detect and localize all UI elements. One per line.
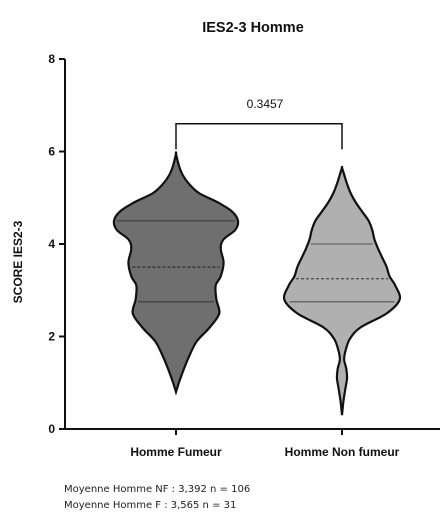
p-value-label: 0.3457 — [247, 97, 284, 111]
y-tick-label: 4 — [48, 237, 55, 251]
violins — [112, 151, 402, 416]
violin-body — [282, 165, 402, 416]
x-tick-label: Homme Non fumeur — [285, 445, 400, 459]
x-tick-label: Homme Fumeur — [130, 445, 222, 459]
y-tick-label: 0 — [48, 422, 55, 436]
y-tick-label: 2 — [48, 330, 55, 344]
y-tick-label: 6 — [48, 145, 55, 159]
axes: 0 2 4 6 8 — [48, 52, 440, 436]
significance-annotation: 0.3457 — [175, 97, 343, 150]
footnotes: Moyenne Homme NF : 3,392 n = 106 Moyenne… — [64, 482, 250, 514]
y-axis-label: SCORE IES2-3 — [11, 220, 25, 303]
footnote-mean-non-smoker: Moyenne Homme NF : 3,392 n = 106 — [64, 484, 251, 495]
chart-title: IES2-3 Homme — [202, 20, 304, 36]
violin-homme-fumeur — [112, 151, 240, 396]
violin-body — [112, 151, 240, 396]
footnote-mean-smoker: Moyenne Homme F : 3,565 n = 31 — [64, 500, 237, 511]
violin-chart: IES2-3 Homme SCORE IES2-3 0 2 4 6 8 0.3457 H… — [11, 20, 440, 459]
y-tick-label: 8 — [48, 52, 55, 66]
x-tick-labels: Homme Fumeur Homme Non fumeur — [130, 445, 399, 459]
comparison-bracket — [175, 123, 343, 150]
violin-homme-non-fumeur — [282, 165, 402, 416]
